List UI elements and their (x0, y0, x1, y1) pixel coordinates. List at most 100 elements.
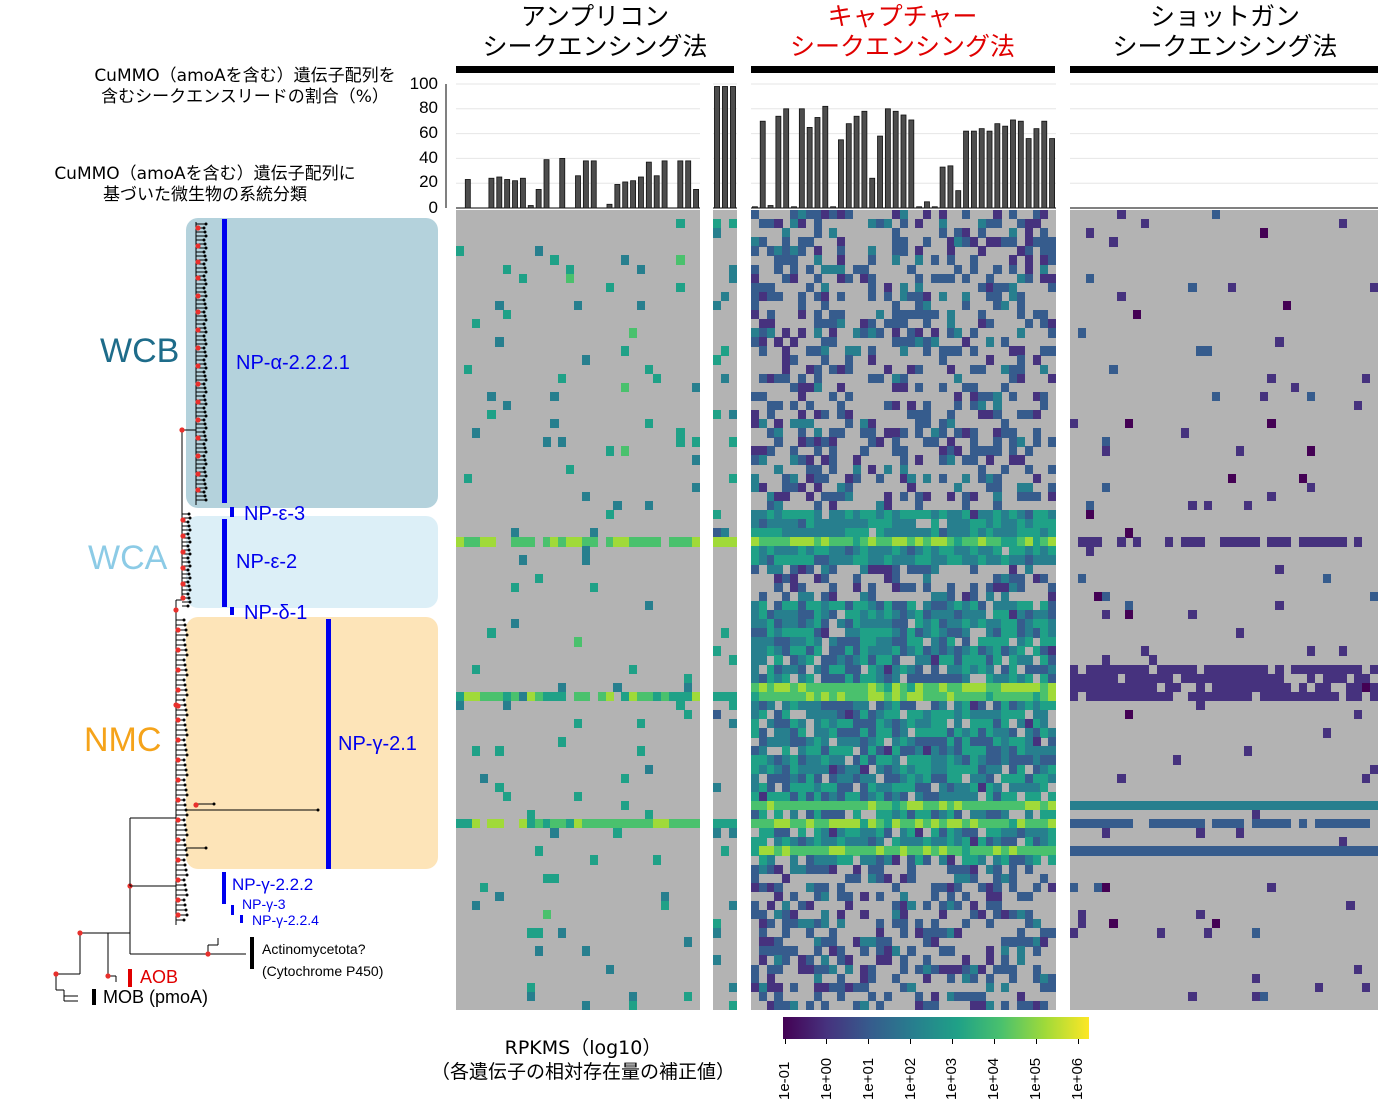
heatmap-cell (1024, 600, 1033, 611)
heatmap-cell (1040, 646, 1049, 656)
heatmap-cell (1024, 791, 1033, 802)
heatmap-cell (844, 982, 853, 993)
heatmap-cell (713, 528, 722, 538)
bar (994, 123, 1001, 209)
heatmap-cell (954, 446, 963, 456)
colorbar-tick-label: 1e-01 (776, 1061, 793, 1100)
heatmap-cell (883, 828, 893, 838)
heatmap-cell (1338, 673, 1347, 684)
heatmap-cell (797, 382, 807, 393)
heatmap-cell (1109, 846, 1118, 856)
heatmap-cell (782, 737, 791, 747)
heatmap-cell (1259, 673, 1268, 684)
heatmap-cell (782, 364, 791, 374)
heatmap-cell (821, 719, 830, 729)
clade-label-np-gamma-3: NP-γ-3 (242, 896, 286, 912)
heatmap-cell (915, 719, 924, 729)
heatmap-cell (844, 673, 853, 684)
heatmap-cell (821, 591, 830, 602)
heatmap-cell (1362, 673, 1371, 684)
heatmap-cell (915, 610, 924, 620)
heatmap-cell (969, 737, 979, 747)
bar (963, 130, 969, 209)
method-title-shotgun-line1: ショットガン (1149, 2, 1300, 31)
heatmap-cell (876, 546, 885, 556)
heatmap-cell (969, 346, 979, 356)
heatmap-cell (751, 819, 760, 829)
heatmap-cell (782, 228, 791, 238)
heatmap-cell (751, 528, 760, 538)
heatmap-cell (1267, 819, 1276, 829)
heatmap-cell (511, 582, 520, 593)
heatmap-cell (758, 391, 767, 402)
heatmap-cell (684, 673, 693, 684)
heatmap-cell (837, 210, 846, 220)
heatmap-cell (1243, 673, 1252, 684)
heatmap-cell (1204, 928, 1213, 938)
heatmap-cell (1133, 673, 1142, 684)
heatmap-cell (790, 691, 799, 702)
heatmap-cell (969, 555, 979, 565)
heatmap-cell (1016, 482, 1025, 493)
heatmap-cell (1370, 591, 1378, 602)
tree-tip (182, 798, 186, 802)
heatmap-cell (899, 473, 908, 484)
heatmap-cell (969, 564, 979, 574)
heatmap-cell (758, 755, 767, 765)
heatmap-cell (790, 700, 799, 711)
heatmap-cell (954, 791, 963, 802)
heatmap-cell (751, 900, 760, 911)
heatmap-cell (751, 291, 760, 302)
heatmap-cell (868, 319, 877, 329)
heatmap-cell (637, 300, 646, 311)
heatmap-cell (891, 619, 900, 629)
bar (1010, 119, 1016, 209)
heatmap-cell (692, 455, 700, 465)
heatmap-cell (852, 691, 861, 702)
heatmap-cell (954, 646, 963, 656)
heatmap-cell (813, 991, 822, 1002)
heatmap-cell (821, 682, 830, 693)
heatmap-cell (954, 728, 963, 738)
heatmap-cell (837, 682, 846, 693)
heatmap-cell (883, 700, 893, 711)
heatmap-cell (503, 700, 512, 711)
heatmap-cell (1024, 846, 1033, 856)
heatmap-cell (1275, 664, 1284, 674)
heatmap-cell (1299, 691, 1308, 702)
heatmap-cell (574, 637, 583, 647)
heatmap-cell (891, 773, 900, 784)
heatmap-cell (868, 582, 877, 593)
phylogenetic-tree (53, 222, 320, 1002)
heatmap-cell (946, 591, 955, 602)
heatmap-cell (574, 819, 583, 829)
heatmap-cell (1101, 482, 1110, 493)
heatmap-cell (844, 628, 853, 638)
heatmap-cell (915, 555, 924, 565)
heatmap-cell (891, 782, 900, 793)
heatmap-cell (868, 219, 877, 229)
heatmap-cell (621, 255, 630, 265)
heatmap-cell (844, 655, 853, 665)
heatmap-cell (821, 800, 830, 811)
heatmap-cell (1085, 273, 1094, 284)
heatmap-cell (891, 728, 900, 738)
tree-tip (202, 454, 206, 458)
heatmap-cell (758, 828, 767, 838)
heatmap-cell (837, 982, 846, 993)
heatmap-cell (860, 628, 869, 638)
heatmap-cell (1016, 719, 1025, 729)
heatmap-cell (993, 855, 1002, 865)
heatmap-cell (1032, 1000, 1041, 1010)
heatmap-cell (1009, 555, 1018, 565)
heatmap-cell (813, 319, 822, 329)
heatmap-cell (821, 564, 830, 574)
heatmap-cell (797, 410, 807, 420)
bar (822, 105, 829, 209)
heatmap-cell (891, 846, 900, 856)
heatmap-cell (1032, 937, 1041, 947)
heatmap-cell (1346, 682, 1355, 693)
heatmap-cell (891, 810, 900, 820)
heatmap-cell (1048, 555, 1056, 565)
heatmap-cell (883, 819, 893, 829)
